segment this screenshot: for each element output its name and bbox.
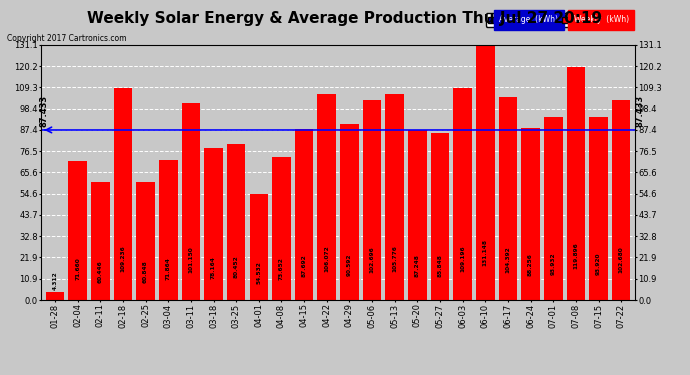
Text: 87.692: 87.692 [302,254,306,277]
Bar [544,117,562,300]
Text: 4.312: 4.312 [52,271,57,290]
Bar [204,148,223,300]
Bar [499,97,518,300]
Text: 73.652: 73.652 [279,257,284,280]
Text: 131.148: 131.148 [483,240,488,267]
Bar [408,130,426,300]
Text: 102.696: 102.696 [370,246,375,273]
Text: 60.848: 60.848 [143,260,148,283]
Text: 88.256: 88.256 [528,254,533,276]
Text: 87.248: 87.248 [415,254,420,277]
Legend: Average  (kWh), Weekly  (kWh): Average (kWh), Weekly (kWh) [486,13,631,27]
Text: 54.532: 54.532 [256,261,262,284]
Bar [522,128,540,300]
Text: 78.164: 78.164 [211,256,216,279]
Bar [137,182,155,300]
Bar [91,182,110,300]
Text: 87.433: 87.433 [636,95,645,127]
Bar [68,160,87,300]
Text: 105.776: 105.776 [392,246,397,272]
Text: Weekly Solar Energy & Average Production Thu Jul 27 20:19: Weekly Solar Energy & Average Production… [88,11,602,26]
Text: 109.196: 109.196 [460,245,465,272]
Text: 60.446: 60.446 [98,260,103,283]
Bar [227,144,246,300]
Bar [46,292,64,300]
Bar [295,129,313,300]
Text: 71.864: 71.864 [166,257,170,280]
Text: Copyright 2017 Cartronics.com: Copyright 2017 Cartronics.com [7,34,126,43]
Bar [114,87,132,300]
Text: 102.680: 102.680 [619,246,624,273]
Text: 87.433: 87.433 [39,95,48,127]
Bar [272,157,290,300]
Text: 71.660: 71.660 [75,258,80,280]
Text: 106.072: 106.072 [324,246,329,272]
Bar [566,67,585,300]
Text: 93.932: 93.932 [551,252,555,275]
Text: 93.920: 93.920 [596,253,601,275]
Bar [250,194,268,300]
Text: 90.592: 90.592 [347,254,352,276]
Text: 109.236: 109.236 [121,245,126,272]
Bar [317,94,336,300]
Bar [431,133,449,300]
Bar [181,103,200,300]
Bar [363,100,382,300]
Bar [453,88,472,300]
Bar [612,100,631,300]
Bar [589,117,608,300]
Bar [476,45,495,300]
Bar [340,124,359,300]
Text: 85.848: 85.848 [437,254,442,277]
Bar [159,160,177,300]
Text: 104.392: 104.392 [506,246,511,273]
Text: 119.896: 119.896 [573,242,578,269]
Text: 80.452: 80.452 [234,255,239,278]
Text: 101.150: 101.150 [188,247,193,273]
Bar [386,94,404,300]
